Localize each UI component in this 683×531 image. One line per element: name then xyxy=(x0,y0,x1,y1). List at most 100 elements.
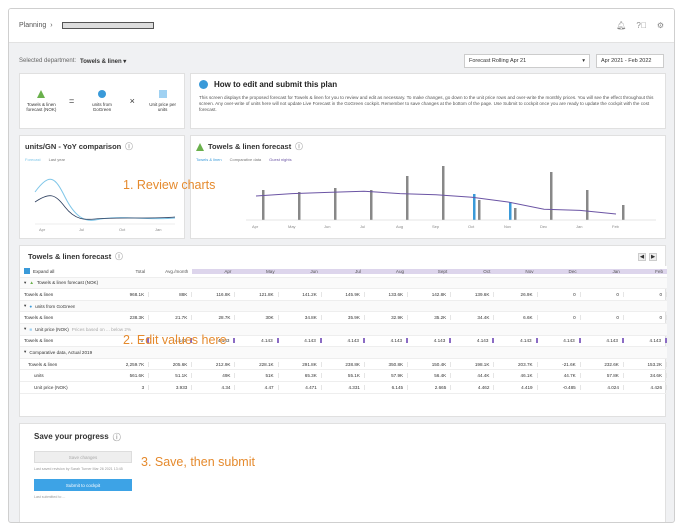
table-cell[interactable]: 4.143 xyxy=(624,338,668,344)
department-select[interactable]: Towels & linen ▾ xyxy=(80,58,127,65)
table-cell: 51K xyxy=(235,373,279,379)
row-label: Unit price (NOK) xyxy=(34,384,68,390)
table-cell[interactable]: 4.143 xyxy=(149,338,193,344)
last-submitted-text: Last submitted to ... xyxy=(34,495,66,499)
tick-label: Nov xyxy=(504,224,511,229)
tick-label: Jun xyxy=(324,224,330,229)
forecast-legend: Towels & linen Comparative data Guest ni… xyxy=(196,157,660,162)
tick-label: Oct xyxy=(468,224,475,229)
row-label: Towels & linen xyxy=(24,315,54,321)
forecast-select[interactable]: Forecast Rolling Apr 21 ▾ xyxy=(464,54,590,68)
tick-label: Dec xyxy=(540,224,547,229)
table-cell: 198.1K xyxy=(451,361,495,367)
row-label: Towels & linen xyxy=(24,291,54,297)
formula-price-label: Unit price per units xyxy=(149,102,176,112)
next-arrow-icon[interactable]: ▶ xyxy=(649,252,657,261)
table-cell: 561.6K xyxy=(106,373,150,379)
section-label[interactable]: ▾ Comparative data, Actual 2019 xyxy=(24,349,93,355)
guest-nights-line xyxy=(255,190,617,215)
table-cell: 44.7K xyxy=(538,373,581,379)
table-cell: 4.471 xyxy=(279,384,322,390)
tick-label: Sep xyxy=(432,224,440,229)
table-cell: 141.2K xyxy=(279,291,322,297)
towels-bar xyxy=(509,202,512,220)
table-cell[interactable]: 4.143 xyxy=(408,338,452,344)
table-cell[interactable]: 0 xyxy=(106,338,150,344)
table-cell: 0 xyxy=(538,315,581,321)
comparative-bar xyxy=(334,188,337,220)
column-header: Dec xyxy=(537,268,581,274)
table-cell: 212.9K xyxy=(192,361,236,367)
section-label[interactable]: ▾ ■ Unit price (NOK) Prices based on ...… xyxy=(24,326,132,332)
table-cell: 238.3K xyxy=(106,315,150,321)
help-icon[interactable]: ?⃝ xyxy=(636,21,647,30)
table-cell[interactable]: 4.143 xyxy=(279,338,322,344)
table-cell: 121.8K xyxy=(235,291,279,297)
table-row: Unit price (NOK) 3 3.933 4.34 4.47 4.471 4.331… xyxy=(20,382,668,394)
breadcrumb-planning[interactable]: Planning xyxy=(19,22,47,29)
table-cell[interactable]: 4.143 xyxy=(365,338,409,344)
table-cell: 2,259.7K xyxy=(106,361,150,367)
comparative-bar xyxy=(586,190,589,220)
legend-comparative: Comparative data xyxy=(229,157,262,162)
column-header: Jan xyxy=(580,268,624,274)
table-cell: 142.8K xyxy=(408,291,452,297)
table-cell: 291.8K xyxy=(279,361,322,367)
table-cell: 6.145 xyxy=(365,384,409,390)
breadcrumb[interactable]: Planning › xyxy=(19,22,154,29)
section-header-row[interactable]: ▾ ■ Unit price (NOK) Prices based on ...… xyxy=(20,323,667,336)
section-label[interactable]: ▾ ▲ Towels & linen forecast (NOK) xyxy=(24,279,99,286)
checkbox-icon[interactable] xyxy=(24,268,30,275)
formula-forecast: Towels & linen forecast (NOK) xyxy=(26,90,56,112)
info-icon xyxy=(199,80,208,89)
gear-icon[interactable]: ⚙︎ xyxy=(656,21,664,30)
last-saved-text: Last saved revision by Sarah Turner Mar … xyxy=(34,467,123,471)
table-cell[interactable]: 4.143 xyxy=(494,338,538,344)
tick-label: Apr xyxy=(252,224,259,229)
chevron-right-icon: › xyxy=(50,22,53,29)
table-cell[interactable]: 4.143 xyxy=(235,338,279,344)
square-icon xyxy=(158,90,167,98)
table-cell: -0.485 xyxy=(538,384,581,390)
comparative-bar xyxy=(406,176,409,220)
table-cell[interactable]: 4.143 xyxy=(538,338,581,344)
table-cell[interactable]: 4.143 xyxy=(451,338,495,344)
annotation-save-submit: 3. Save, then submit xyxy=(141,455,255,469)
legend-last-year: Last year xyxy=(48,157,66,162)
submit-to-cockpit-button[interactable]: Submit to cockpit xyxy=(34,479,132,491)
table-cell[interactable]: 4.143 xyxy=(581,338,624,344)
section-label[interactable]: ▾ ● units from GoGreen xyxy=(24,303,76,309)
table-row: units 561.6K 51.1K 49K 51K 65.3K 55.1K 57.9K 56.… xyxy=(20,370,668,382)
forecast-chart-card: Towels & linen forecast ⓘ Towels & linen … xyxy=(190,135,666,239)
tick-label: Jul xyxy=(360,224,365,229)
table-cell: 35.2K xyxy=(408,315,452,321)
table-cell: 21.7K xyxy=(149,315,193,321)
table-cell[interactable]: 4.143 xyxy=(192,338,236,344)
table-cell: 4.331 xyxy=(322,384,365,390)
expand-all[interactable]: Expand all xyxy=(20,268,106,275)
prev-arrow-icon[interactable]: ◀ xyxy=(638,252,646,261)
table-cell: 56.4K xyxy=(408,373,452,379)
save-changes-button[interactable]: Save changes xyxy=(34,451,132,463)
comparative-bar xyxy=(262,190,265,220)
column-header: Jul xyxy=(321,268,365,274)
table-cell: 139.6K xyxy=(451,291,495,297)
tick-label: Aug xyxy=(396,224,403,229)
triangle-icon xyxy=(37,90,46,98)
bell-icon[interactable]: 🔔︎ xyxy=(616,21,627,30)
times-sign: × xyxy=(129,96,135,106)
table-cell[interactable]: 4.143 xyxy=(322,338,365,344)
date-range-select[interactable]: Apr 2021 - Feb 2022 xyxy=(596,54,664,68)
section-header-row[interactable]: ▾ ▲ Towels & linen forecast (NOK) xyxy=(20,277,667,290)
help-icon: ⓘ xyxy=(295,142,303,151)
comparative-bar xyxy=(550,172,553,220)
table-cell: 205.6K xyxy=(149,361,193,367)
table-cell: 28.7K xyxy=(192,315,236,321)
table-cell: 6.6K xyxy=(494,315,538,321)
breadcrumb-selector[interactable] xyxy=(61,22,154,29)
table-cell: 57.8K xyxy=(581,373,624,379)
table-cell: 51.1K xyxy=(149,373,193,379)
section-header-row[interactable]: ▾ ● units from GoGreen xyxy=(20,300,667,313)
yoy-chart-card: units/GN - YoY comparison ⓘ Forecast Last… xyxy=(19,135,185,239)
section-header-row[interactable]: ▾ Comparative data, Actual 2019 xyxy=(20,347,667,359)
